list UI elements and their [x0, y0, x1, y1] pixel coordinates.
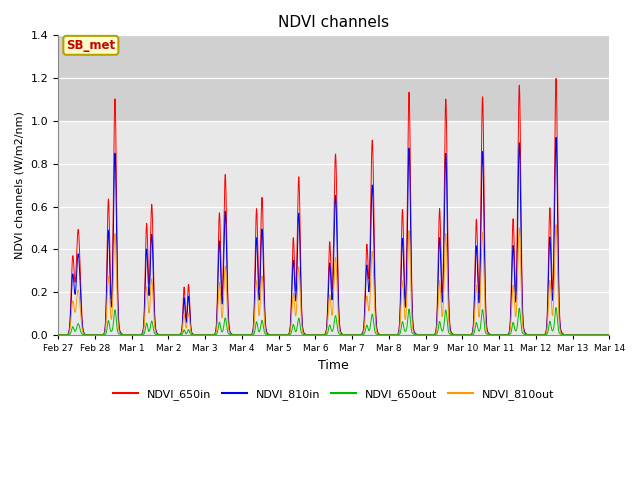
X-axis label: Time: Time [318, 359, 349, 372]
Text: SB_met: SB_met [67, 39, 115, 52]
Title: NDVI channels: NDVI channels [278, 15, 389, 30]
Y-axis label: NDVI channels (W/m2/nm): NDVI channels (W/m2/nm) [15, 111, 25, 259]
Bar [58, 36, 609, 121]
Legend: NDVI_650in, NDVI_810in, NDVI_650out, NDVI_810out: NDVI_650in, NDVI_810in, NDVI_650out, NDV… [109, 384, 558, 404]
